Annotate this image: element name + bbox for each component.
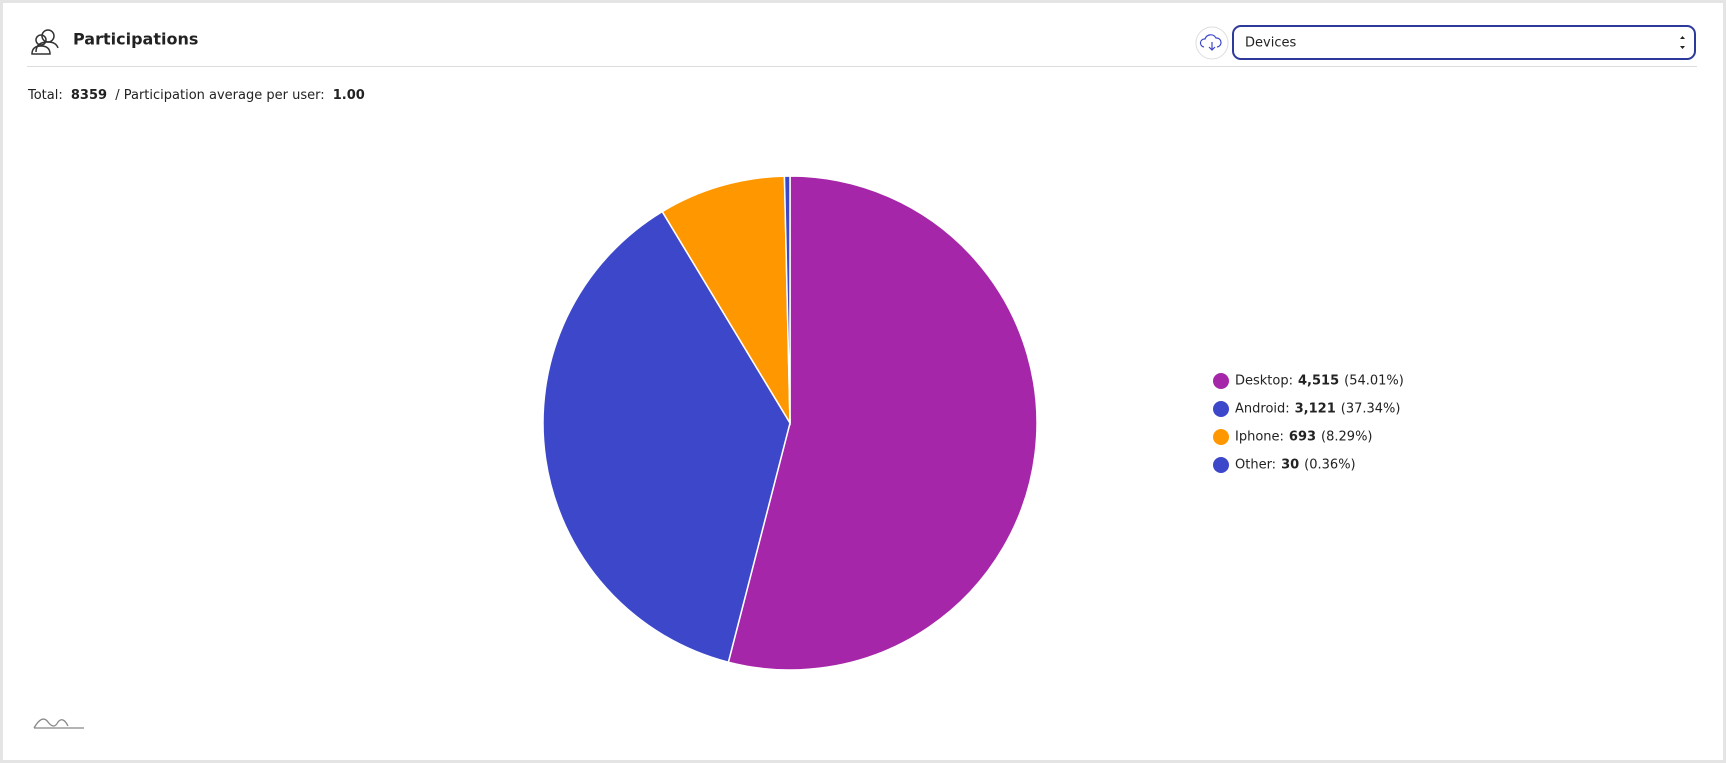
pie-slice [661, 175, 791, 426]
legend-swatch [1213, 401, 1229, 417]
legend-value: 693 [1289, 430, 1316, 445]
legend-swatch [1213, 429, 1229, 445]
header-title: Participations [73, 30, 198, 49]
legend-label: Other: [1235, 458, 1276, 473]
footer-logo [33, 718, 84, 729]
legend-label: Android: [1235, 402, 1290, 417]
total-value: 8359 [71, 88, 107, 103]
legend-label: Iphone: [1235, 430, 1284, 445]
pie-slice [783, 175, 791, 424]
average-value: 1.00 [333, 88, 365, 103]
select-arrows [1680, 36, 1685, 49]
legend-value: 3,121 [1295, 402, 1336, 417]
pie-slice [542, 210, 791, 664]
legend-value: 4,515 [1298, 374, 1339, 389]
summary: Total: 8359 / Participation average per … [27, 88, 365, 103]
device-select[interactable] [1232, 25, 1696, 60]
legend-label: Desktop: [1235, 374, 1293, 389]
legend-percent: (37.34%) [1341, 402, 1401, 417]
pie-slice [727, 175, 1038, 671]
legend-percent: (0.36%) [1304, 458, 1355, 473]
average-label: / Participation average per user: [115, 88, 324, 103]
legend-percent: (8.29%) [1321, 430, 1372, 445]
legend-swatch [1213, 457, 1229, 473]
legend-swatch [1213, 373, 1229, 389]
download-icon [1199, 34, 1222, 51]
legend-value: 30 [1281, 458, 1299, 473]
legend-percent: (54.01%) [1344, 374, 1404, 389]
total-label: Total: [27, 88, 63, 103]
participations-icon [31, 29, 59, 55]
select-value: Devices [1245, 36, 1296, 51]
